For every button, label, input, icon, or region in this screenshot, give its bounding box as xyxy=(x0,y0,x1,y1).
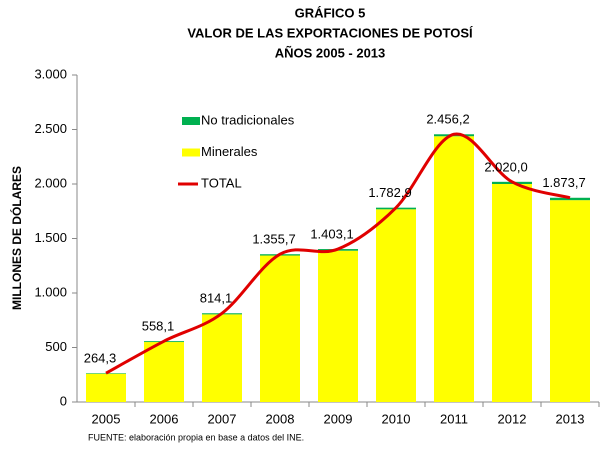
x-tick-label: 2007 xyxy=(208,411,237,426)
source-note: FUENTE: elaboración propia en base a dat… xyxy=(88,432,304,442)
bar-segment xyxy=(318,250,358,402)
data-label: 1.403,1 xyxy=(310,226,353,241)
bar-segment xyxy=(550,200,590,402)
total-line xyxy=(105,132,571,375)
bar-segment xyxy=(202,314,242,402)
x-tick-label: 2005 xyxy=(92,411,121,426)
legend-label: TOTAL xyxy=(201,175,242,190)
legend-swatch xyxy=(182,148,200,157)
y-tick-label: 500 xyxy=(45,339,67,354)
bar-segment xyxy=(550,197,590,201)
x-tick-label: 2009 xyxy=(324,411,353,426)
legend-label: No tradicionales xyxy=(201,112,295,127)
chart-title: AÑOS 2005 - 2013 xyxy=(275,45,386,60)
bar-segment xyxy=(434,136,474,402)
data-label: 1.355,7 xyxy=(252,232,295,247)
data-label: 264,3 xyxy=(84,351,117,366)
data-label: 558,1 xyxy=(142,319,175,334)
legend-swatch xyxy=(182,117,200,125)
y-tick-label: 2.000 xyxy=(34,175,67,190)
legend-label: Minerales xyxy=(201,144,258,159)
y-tick-label: 3.000 xyxy=(34,66,67,81)
bar-segment xyxy=(492,184,532,402)
y-tick-label: 0 xyxy=(60,393,67,408)
bar-segment xyxy=(144,342,184,402)
bar-segment xyxy=(86,373,126,402)
chart-title: GRÁFICO 5 xyxy=(295,5,366,20)
bar-segment xyxy=(376,209,416,402)
data-label: 1.873,7 xyxy=(542,175,585,190)
x-tick-label: 2013 xyxy=(556,411,585,426)
x-tick-label: 2008 xyxy=(266,411,295,426)
x-tick-label: 2011 xyxy=(440,411,468,426)
y-tick-label: 1.500 xyxy=(34,230,67,245)
x-tick-label: 2006 xyxy=(150,411,179,426)
data-label: 2.456,2 xyxy=(426,112,469,127)
bar-segment xyxy=(260,255,300,402)
x-tick-label: 2012 xyxy=(498,411,527,426)
y-tick-label: 1.000 xyxy=(34,284,67,299)
x-tick-label: 2010 xyxy=(382,411,411,426)
data-label: 2.020,0 xyxy=(484,159,527,174)
chart-title: VALOR DE LAS EXPORTACIONES DE POTOSÍ xyxy=(187,25,473,40)
data-label: 814,1 xyxy=(200,291,233,306)
bar-segment xyxy=(86,373,126,374)
y-axis-label: MILLONES DE DÓLARES xyxy=(9,166,24,310)
y-tick-label: 2.500 xyxy=(34,121,67,136)
data-label: 1.782,9 xyxy=(368,185,411,200)
